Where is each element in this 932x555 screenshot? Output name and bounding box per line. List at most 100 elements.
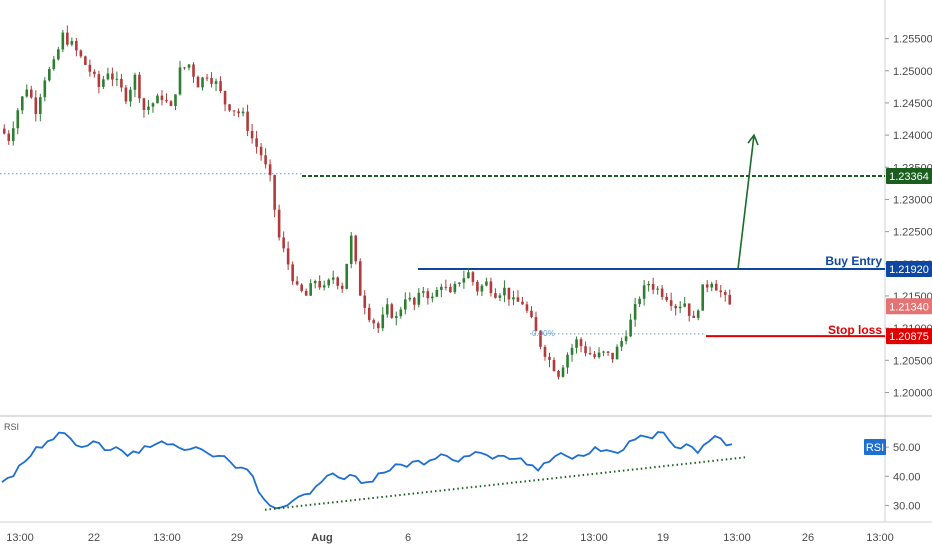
candle-body [602, 351, 605, 353]
price-tick-label: 1.24000 [893, 130, 932, 142]
candle-body [656, 288, 659, 290]
candle-body [11, 128, 15, 141]
candle-body [75, 41, 78, 51]
candle-body [647, 283, 650, 286]
candle-body [728, 294, 732, 305]
price-tick-label: 1.23000 [893, 194, 932, 206]
candle-body [620, 341, 623, 347]
candle-body [413, 297, 416, 305]
arrow-head [747, 133, 759, 146]
candle-body [61, 32, 65, 50]
candle-body [322, 285, 326, 288]
candle-body [557, 370, 560, 377]
candle-body [237, 111, 240, 114]
candle-body [440, 286, 443, 291]
candle-body [624, 336, 628, 342]
candle-body [399, 309, 403, 317]
candle-body [696, 310, 700, 318]
candle-body [43, 80, 47, 98]
candle-body [331, 277, 335, 280]
rsi-badge-box [864, 439, 886, 455]
candle-body [561, 367, 565, 377]
candle-body [241, 111, 245, 114]
candle-body [714, 283, 718, 291]
candle-body [84, 56, 87, 65]
candle-body [97, 74, 101, 87]
candle-body [34, 97, 38, 115]
candle-body [467, 272, 470, 279]
time-tick-label: 13:00 [866, 532, 894, 544]
time-tick-label: 22 [88, 532, 100, 544]
candle-body [327, 279, 330, 286]
candle-body [29, 89, 33, 98]
rsi-title: RSI [4, 422, 19, 432]
candle-body [719, 290, 723, 293]
candle-body [385, 304, 389, 315]
candle-body [363, 295, 367, 308]
candle-body [160, 95, 164, 101]
candle-body [156, 95, 159, 104]
candle-body [286, 248, 290, 265]
candle-body [264, 155, 267, 165]
candle-body [444, 286, 448, 288]
candle-body [597, 352, 601, 358]
candle-body [431, 296, 434, 299]
candle-body [2, 128, 6, 134]
candle-body [88, 64, 92, 72]
time-tick-label: 6 [405, 532, 411, 544]
price-tick-label: 1.22500 [893, 227, 932, 239]
candle-body [480, 285, 484, 292]
candle-body [485, 281, 488, 286]
price-tick-label: 1.24500 [893, 98, 932, 110]
candle-body [340, 285, 344, 289]
candle-body [692, 315, 695, 318]
candle-body [489, 281, 493, 294]
candle-body [512, 297, 515, 300]
rsi-tick-label: 40.00 [893, 471, 921, 483]
price-tick-label: 1.25000 [893, 66, 932, 78]
projection-arrow [737, 133, 759, 270]
annotation-2: 0.00% [532, 329, 555, 338]
candle-body [201, 77, 204, 88]
time-tick-label: Aug [311, 532, 332, 544]
candle-body [178, 67, 182, 95]
rsi-tick-label: 50.00 [893, 442, 921, 454]
candle-body [300, 284, 303, 291]
candle-body [458, 282, 461, 284]
candle-body [313, 281, 317, 284]
candle-body [638, 298, 641, 305]
candle-body [196, 76, 200, 88]
candle-body [255, 138, 258, 147]
candle-body [503, 287, 506, 296]
candle-body [25, 89, 29, 97]
candle-body [705, 284, 709, 288]
candle-body [498, 295, 502, 298]
candle-body [277, 209, 281, 238]
candle-body [48, 69, 51, 81]
candle-body [629, 319, 632, 337]
candle-body [318, 281, 321, 288]
candle-body [579, 339, 583, 347]
candle-body [453, 283, 457, 293]
candle-body [102, 79, 105, 87]
candle-body [223, 91, 227, 105]
candle-body [372, 320, 376, 324]
time-axis: 13:00 22 13:00 29 Aug 6 12 13:00 19 13:00 26 13:00 [6, 532, 894, 544]
candle-body [422, 291, 425, 293]
arrow-shaft [737, 135, 755, 270]
candle-body [394, 316, 398, 318]
candle-body [336, 277, 340, 286]
candle-body [273, 175, 276, 210]
candle-body [111, 73, 114, 80]
candle-body [133, 74, 137, 90]
candle-body [210, 78, 213, 84]
candle-body [129, 89, 132, 102]
candle-body [530, 310, 533, 318]
candle-body [354, 235, 358, 262]
candle-body [539, 331, 542, 347]
candle-body [79, 50, 83, 57]
candle-body [575, 339, 578, 348]
